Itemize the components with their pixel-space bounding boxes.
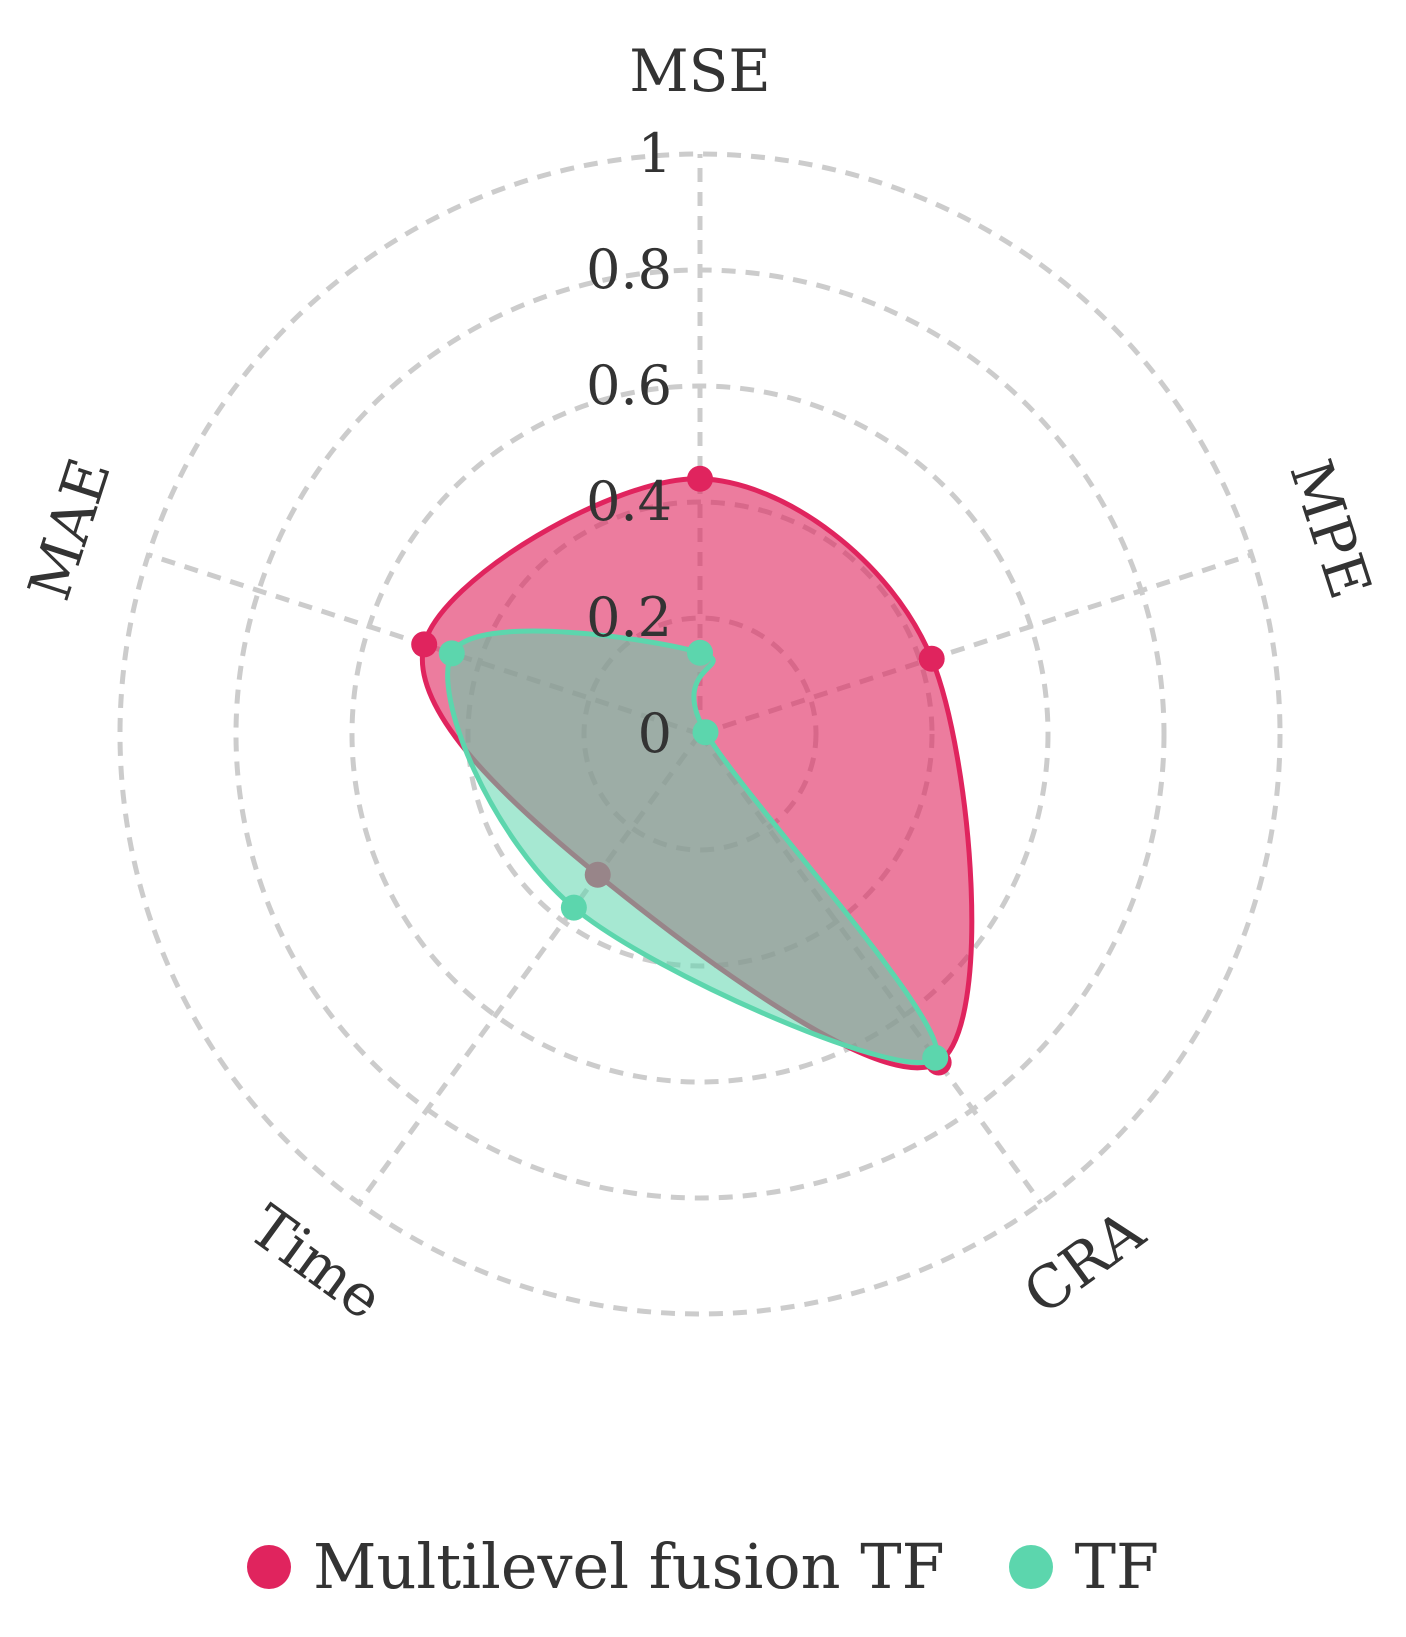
data-point-cra[interactable] bbox=[922, 1044, 949, 1071]
data-point-mse[interactable] bbox=[687, 639, 713, 666]
axis-label-mae: MAE bbox=[15, 450, 124, 608]
radial-tick-labels: 0 0.2 0.4 0.6 0.8 1 bbox=[586, 122, 672, 765]
data-point-mpe[interactable] bbox=[918, 645, 945, 672]
tick-label: 1 bbox=[638, 122, 672, 185]
legend-item-series-2[interactable]: TF bbox=[1008, 1530, 1159, 1603]
legend-label-series-1: Multilevel fusion TF bbox=[313, 1530, 945, 1603]
tick-label: 0.6 bbox=[586, 354, 672, 417]
tick-label: 0.2 bbox=[586, 586, 672, 649]
axis-label-cra: CRA bbox=[1011, 1196, 1157, 1328]
tick-label: 0.8 bbox=[586, 238, 672, 301]
tick-label: 0 bbox=[638, 702, 672, 765]
data-point-time[interactable] bbox=[560, 894, 587, 921]
grid-ring bbox=[117, 151, 1283, 1317]
data-point-mae[interactable] bbox=[411, 631, 438, 658]
legend-label-series-2: TF bbox=[1074, 1530, 1159, 1603]
legend: Multilevel fusion TF TF bbox=[0, 1530, 1406, 1603]
data-point-mse[interactable] bbox=[687, 465, 713, 492]
legend-item-series-1[interactable]: Multilevel fusion TF bbox=[247, 1530, 945, 1603]
legend-marker-series-1 bbox=[247, 1544, 291, 1589]
axis-label-mse: MSE bbox=[629, 37, 770, 105]
axis-label-mpe: MPE bbox=[1276, 452, 1384, 607]
data-point-mpe[interactable] bbox=[692, 719, 719, 746]
data-point-mae[interactable] bbox=[438, 640, 465, 667]
series-layer bbox=[411, 465, 975, 1076]
legend-marker-series-2 bbox=[1008, 1544, 1053, 1589]
series-2 bbox=[438, 628, 949, 1071]
tick-label: 0.4 bbox=[586, 470, 672, 533]
